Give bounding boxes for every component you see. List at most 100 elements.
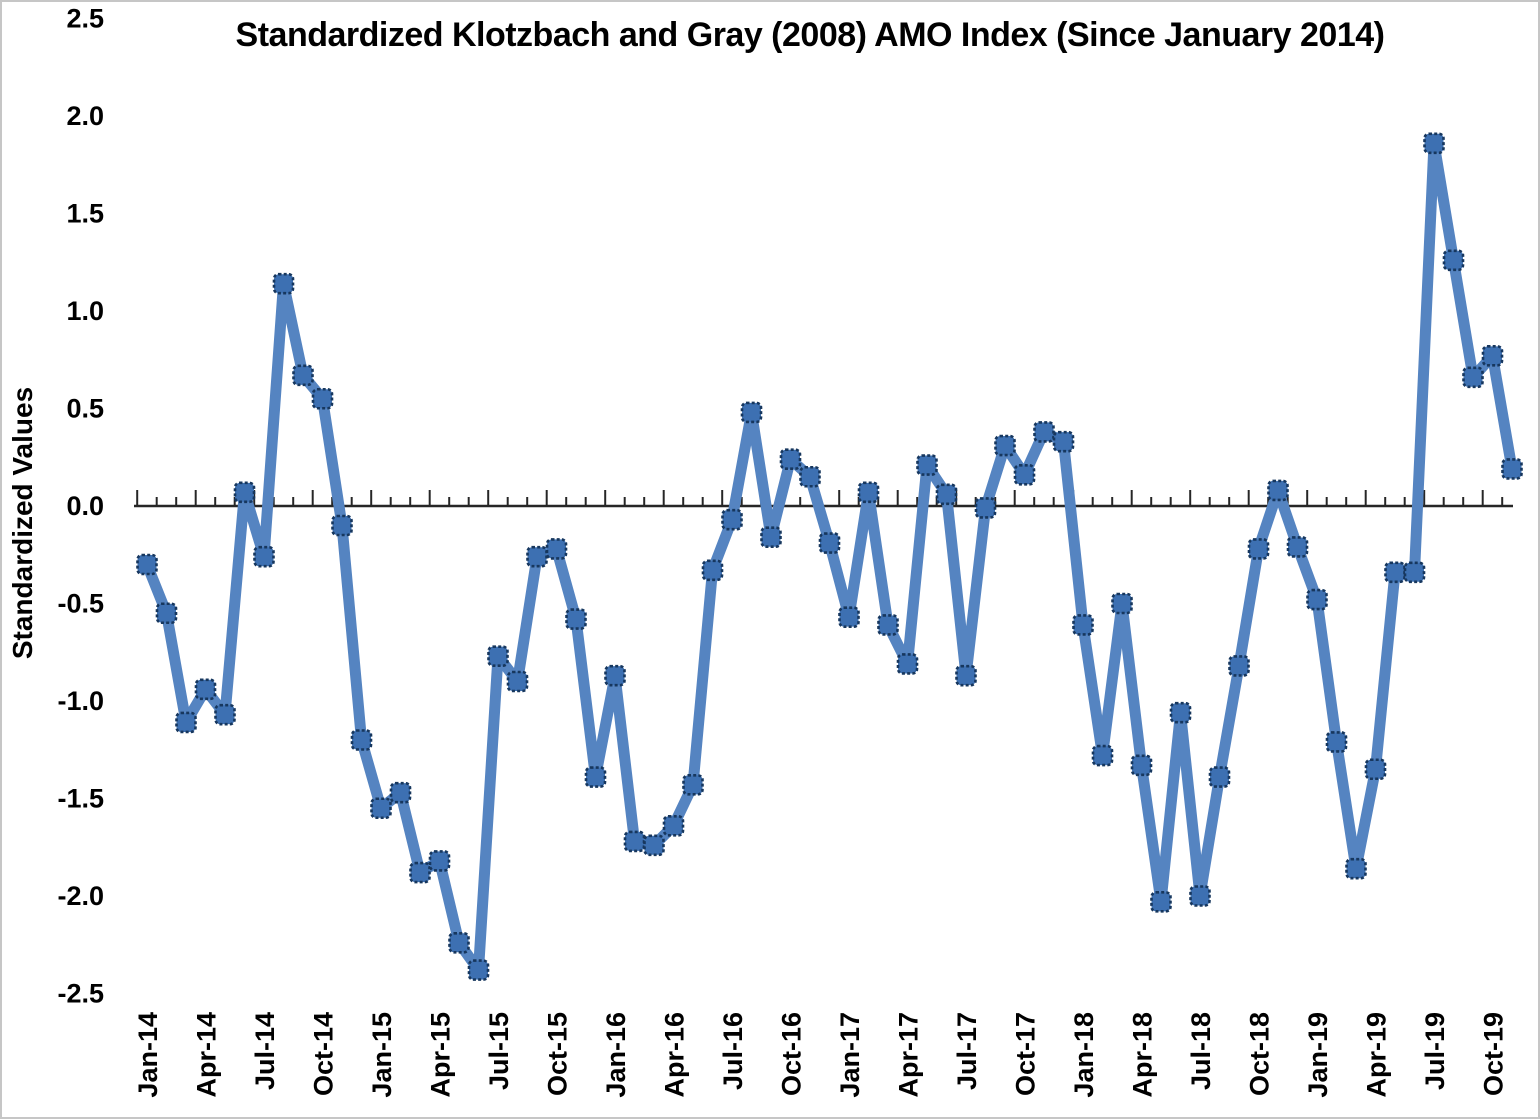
chart-title: Standardized Klotzbach and Gray (2008) A… (236, 16, 1385, 54)
y-tick-label: 1.5 (66, 199, 104, 229)
data-point-marker (682, 774, 704, 796)
x-tick-label: Jan-17 (835, 1012, 865, 1098)
data-point-marker (799, 465, 821, 488)
y-tick-label: -1.5 (57, 784, 104, 814)
x-tick-label: Apr-17 (894, 1012, 924, 1098)
data-point-marker (253, 545, 275, 568)
y-tick-label: -1.0 (57, 686, 104, 716)
data-point-marker (721, 508, 743, 531)
data-point-marker (994, 434, 1016, 457)
y-tick-label: -0.5 (57, 589, 104, 619)
x-tick-label: Oct-18 (1245, 1012, 1275, 1096)
data-point-marker (155, 602, 178, 625)
data-point-marker (623, 830, 646, 853)
data-point-marker (838, 606, 860, 628)
x-tick-label: Oct-17 (1011, 1012, 1041, 1096)
data-point-marker (662, 814, 685, 837)
x-tick-label: Jan-19 (1303, 1012, 1333, 1098)
x-tick-label: Apr-15 (426, 1012, 456, 1098)
data-point-marker (935, 483, 958, 506)
data-point-marker (857, 481, 880, 504)
data-point-marker (506, 670, 529, 693)
data-point-marker (350, 729, 373, 751)
data-point-marker (1286, 536, 1309, 558)
data-point-marker (584, 766, 607, 788)
data-point-marker (1306, 588, 1328, 611)
data-point-marker (1325, 731, 1348, 753)
data-point-marker (1169, 701, 1192, 724)
y-tick-label: 0.5 (66, 394, 104, 424)
x-tick-label: Oct-19 (1479, 1012, 1509, 1096)
data-point-marker (1189, 885, 1211, 907)
data-point-marker (779, 448, 802, 471)
x-tick-label: Jan-16 (601, 1012, 631, 1098)
data-point-marker (292, 364, 314, 387)
data-point-marker (214, 703, 236, 726)
data-point-marker (740, 401, 763, 424)
data-point-marker (760, 526, 782, 549)
y-axis-title: Standardized Values (7, 387, 38, 659)
data-point-marker (1130, 754, 1153, 777)
data-point-marker (448, 931, 470, 954)
y-tick-label: -2.5 (57, 979, 104, 1009)
y-tick-label: -2.0 (57, 881, 104, 911)
x-tick-label: Jul-19 (1420, 1012, 1450, 1090)
data-point-marker (233, 481, 256, 504)
data-point-marker (545, 538, 568, 560)
data-point-marker (1228, 655, 1250, 677)
x-tick-label: Jan-14 (133, 1012, 163, 1098)
x-tick-label: Jul-18 (1186, 1012, 1216, 1090)
data-point-marker (916, 454, 938, 476)
x-tick-label: Jan-18 (1069, 1012, 1099, 1098)
x-tick-label: Oct-15 (543, 1012, 573, 1096)
data-point-marker (1091, 744, 1114, 767)
data-point-marker (1033, 421, 1055, 443)
data-point-marker (467, 959, 490, 981)
data-point-marker (1403, 561, 1426, 584)
data-point-marker (1247, 538, 1270, 560)
x-tick-label: Jul-14 (250, 1012, 280, 1090)
data-point-marker (526, 545, 548, 568)
data-point-marker (1384, 561, 1406, 584)
data-point-marker (1501, 458, 1523, 480)
x-tick-label: Jul-15 (484, 1012, 514, 1090)
data-point-marker (136, 553, 158, 576)
data-point-marker (818, 532, 841, 554)
data-point-marker (370, 797, 392, 820)
data-point-marker (1481, 345, 1504, 367)
y-tick-label: 2.0 (66, 101, 104, 131)
data-point-marker (955, 664, 977, 687)
series-line (141, 137, 1518, 976)
data-point-marker (604, 664, 626, 687)
data-point-marker (643, 834, 665, 857)
data-point-marker (1072, 614, 1094, 636)
data-point-marker (487, 645, 509, 667)
data-point-marker (1208, 766, 1231, 788)
x-tick-label: Jan-15 (367, 1012, 397, 1098)
x-tick-label: Jul-17 (952, 1012, 982, 1090)
x-tick-label: Oct-14 (309, 1012, 339, 1096)
y-tick-label: 2.5 (66, 4, 104, 34)
x-tick-label: Oct-16 (777, 1012, 807, 1096)
data-point-marker (331, 514, 353, 537)
x-tick-label: Apr-14 (192, 1012, 222, 1098)
data-point-marker (194, 678, 217, 701)
data-point-marker (1462, 366, 1484, 389)
x-tick-label: Apr-16 (660, 1012, 690, 1098)
data-point-marker (1364, 758, 1387, 781)
data-point-marker (389, 781, 412, 804)
data-point-marker (974, 497, 997, 519)
data-point-marker (1013, 463, 1036, 486)
x-tick-label: Apr-19 (1362, 1012, 1392, 1098)
x-tick-label: Apr-18 (1128, 1012, 1158, 1098)
data-point-marker (1150, 891, 1172, 913)
data-point-marker (1111, 592, 1133, 615)
data-point-marker (409, 861, 431, 884)
y-tick-label: 1.0 (66, 296, 104, 326)
data-point-marker (701, 559, 724, 582)
data-point-marker (1423, 132, 1445, 155)
data-point-marker (896, 653, 919, 675)
data-point-marker (175, 711, 197, 734)
data-point-marker (1267, 479, 1289, 502)
